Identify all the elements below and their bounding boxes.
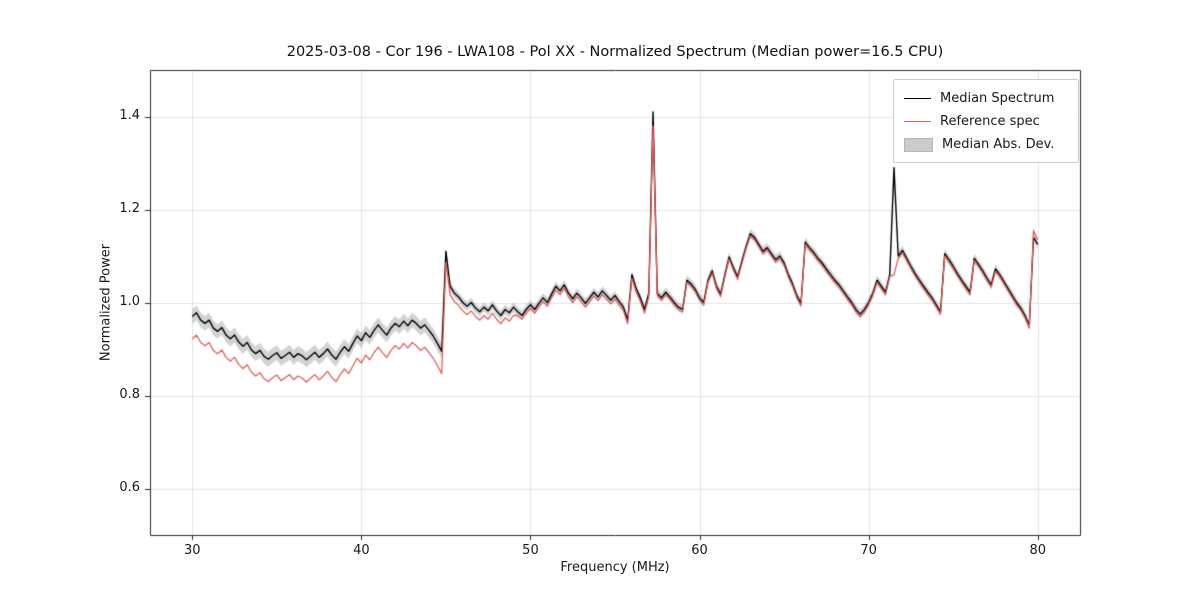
x-tick-label: 40 bbox=[353, 543, 370, 558]
legend-item-reference: Reference spec bbox=[904, 110, 1068, 133]
mad-patch-swatch-icon bbox=[904, 137, 933, 152]
reference-line-swatch-icon bbox=[904, 121, 931, 122]
x-tick-label: 30 bbox=[183, 543, 201, 558]
y-tick-label: 0.6 bbox=[119, 479, 140, 495]
x-tick-label: 70 bbox=[860, 543, 877, 558]
legend-item-median: Median Spectrum bbox=[904, 87, 1068, 110]
x-tick-label: 60 bbox=[691, 543, 708, 558]
y-tick-label: 0.8 bbox=[119, 386, 140, 402]
x-tick-label: 50 bbox=[522, 543, 539, 558]
chart-title: 2025-03-08 - Cor 196 - LWA108 - Pol XX -… bbox=[286, 44, 944, 60]
y-tick-label: 1.2 bbox=[119, 200, 140, 216]
legend: Median Spectrum Reference spec Median Ab… bbox=[893, 79, 1079, 163]
x-tick-label: 80 bbox=[1029, 543, 1046, 558]
legend-item-mad: Median Abs. Dev. bbox=[904, 133, 1068, 156]
legend-label: Median Abs. Dev. bbox=[942, 137, 1055, 152]
y-tick-label: 1.0 bbox=[119, 293, 140, 309]
legend-label: Median Spectrum bbox=[940, 91, 1055, 106]
x-axis-label: Frequency (MHz) bbox=[560, 560, 670, 575]
legend-label: Reference spec bbox=[940, 114, 1040, 129]
median-line-swatch-icon bbox=[904, 98, 931, 99]
y-tick-label: 1.4 bbox=[119, 107, 140, 123]
